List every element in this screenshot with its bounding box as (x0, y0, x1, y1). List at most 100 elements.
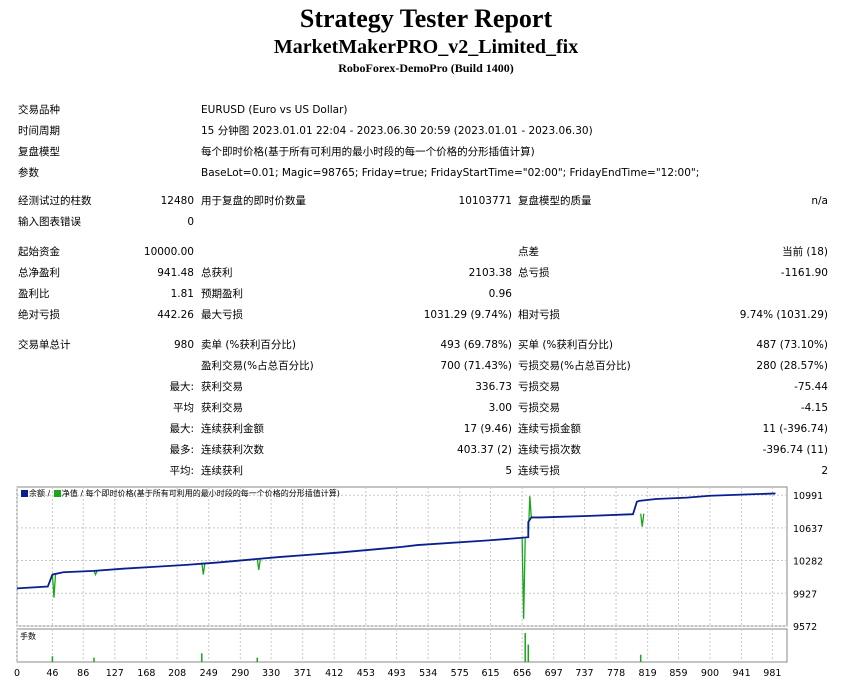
model-value: 每个即时价格(基于所有可利用的最小时段的每一个价格的分形插值计算) (201, 146, 535, 158)
average-prefix: 平均 (173, 402, 194, 414)
max-consec-wins-value: 17 (9.46) (463, 423, 512, 435)
x-tick-label: 534 (419, 668, 437, 679)
absolute-drawdown-label: 绝对亏损 (18, 309, 60, 321)
average-loss-value: -4.15 (800, 402, 828, 414)
largest-prefix: 最大: (169, 381, 194, 393)
avg-consec-losses-label: 连续亏损 (518, 465, 560, 477)
x-tick-label: 0 (14, 668, 20, 679)
legend-sep-2: / (80, 489, 84, 498)
balance-equity-chart: 10991 10637 10282 9927 9572 0 46 86 127 168 208 249… (0, 484, 852, 682)
loss-trades-value: 280 (28.57%) (756, 360, 828, 372)
maximal-prefix: 最多: (169, 444, 194, 456)
deposit-value: 10000.00 (143, 246, 194, 258)
balance-line (16, 492, 776, 590)
x-tick-label: 208 (168, 668, 186, 679)
avg-consec-prefix: 平均: (169, 465, 194, 477)
legend-sep-1: / (47, 489, 51, 498)
avg-consec-wins-label: 连续获利 (201, 465, 243, 477)
errors-label: 输入图表错误 (18, 216, 81, 228)
x-tick-label: 412 (325, 668, 343, 679)
relative-drawdown-label: 相对亏损 (518, 309, 560, 321)
x-tick-label: 46 (46, 668, 58, 679)
balance-swatch (21, 490, 28, 497)
x-tick-label: 86 (77, 668, 89, 679)
x-tick-label: 900 (701, 668, 719, 679)
max-consec-wins-label: 连续获利金额 (201, 423, 264, 435)
y-tick-label: 10637 (793, 524, 823, 535)
ticks-value: 10103771 (458, 195, 512, 207)
maximal-profit-label: 连续获利次数 (201, 444, 264, 456)
gross-loss-label: 总亏损 (518, 267, 550, 279)
legend-balance: 余额 (29, 489, 45, 498)
chart-svg: 10991 10637 10282 9927 9572 0 46 86 127 168 208 249… (14, 486, 823, 679)
x-tick-label: 656 (513, 668, 531, 679)
y-tick-label: 10282 (793, 557, 823, 568)
total-trades-label: 交易单总计 (18, 339, 71, 351)
maximal-drawdown-value: 1031.29 (9.74%) (423, 309, 512, 321)
equity-swatch (53, 490, 61, 497)
legend-model: 每个即时价格(基于所有可利用的最小时段的每一个价格的分形插值计算) (85, 489, 340, 498)
period-value: 15 分钟图 2023.01.01 22:04 - 2023.06.30 20:… (201, 125, 593, 137)
max-consec-losses-value: 11 (-396.74) (762, 423, 828, 435)
max-consec-prefix: 最大: (169, 423, 194, 435)
expected-payoff-label: 预期盈利 (201, 288, 243, 300)
period-label: 时间周期 (18, 125, 60, 137)
largest-loss-label: 亏损交易 (518, 381, 560, 393)
x-tick-label: 941 (732, 668, 750, 679)
deposit-label: 起始资金 (18, 246, 60, 258)
avg-consec-losses-value: 2 (821, 465, 828, 477)
x-tick-label: 493 (388, 668, 406, 679)
long-trades-label: 买单 (%获利百分比) (518, 339, 614, 351)
net-profit-value: 941.48 (157, 267, 194, 279)
x-tick-label: 249 (200, 668, 218, 679)
x-tick-label: 575 (451, 668, 469, 679)
server-build: RoboForex-DemoPro (Build 1400) (338, 61, 514, 75)
gross-loss-value: -1161.90 (780, 267, 828, 279)
x-tick-label: 615 (481, 668, 499, 679)
long-trades-value: 487 (73.10%) (756, 339, 828, 351)
equity-spike (521, 538, 526, 619)
x-tick-label: 330 (262, 668, 280, 679)
maximal-loss-label: 连续亏损次数 (518, 444, 581, 456)
symbol-value: EURUSD (Euro vs US Dollar) (201, 104, 348, 116)
total-trades-value: 980 (173, 339, 194, 351)
x-tick-label: 127 (106, 668, 124, 679)
avg-consec-wins-value: 5 (505, 465, 512, 477)
profit-trades-value: 700 (71.43%) (440, 360, 512, 372)
profit-factor-value: 1.81 (170, 288, 194, 300)
errors-value: 0 (187, 216, 194, 228)
loss-trades-label: 亏损交易(%占总百分比) (518, 360, 631, 372)
maximal-loss-value: -396.74 (11) (762, 444, 828, 456)
x-tick-label: 981 (763, 668, 781, 679)
profit-factor-label: 盈利比 (18, 288, 50, 300)
relative-drawdown-value: 9.74% (1031.29) (739, 309, 828, 321)
average-loss-label: 亏损交易 (518, 402, 560, 414)
model-label: 复盘模型 (18, 146, 60, 158)
x-tick-label: 859 (669, 668, 687, 679)
spread-value: 当前 (18) (782, 246, 828, 258)
largest-profit-label: 获利交易 (201, 381, 243, 393)
average-profit-label: 获利交易 (201, 402, 243, 414)
equity-spike (201, 562, 206, 575)
absolute-drawdown-value: 442.26 (157, 309, 194, 321)
x-tick-label: 697 (545, 668, 563, 679)
params-value: BaseLot=0.01; Magic=98765; Friday=true; … (201, 167, 700, 179)
net-profit-label: 总净盈利 (18, 267, 60, 279)
short-trades-label: 卖单 (%获利百分比) (201, 339, 297, 351)
symbol-label: 交易品种 (18, 104, 60, 116)
x-tick-label: 737 (575, 668, 593, 679)
ticks-label: 用于复盘的即时价数量 (201, 195, 306, 207)
expected-payoff-value: 0.96 (488, 288, 512, 300)
maximal-profit-value: 403.37 (2) (457, 444, 512, 456)
equity-spike (51, 574, 57, 598)
report-title: Strategy Tester Report (299, 4, 553, 33)
short-trades-value: 493 (69.78%) (440, 339, 512, 351)
largest-profit-value: 336.73 (475, 381, 512, 393)
bars-tested-label: 经测试过的柱数 (18, 195, 92, 207)
x-tick-label: 819 (639, 668, 657, 679)
x-tick-label: 453 (357, 668, 375, 679)
y-tick-label: 9572 (793, 622, 817, 633)
gross-profit-value: 2103.38 (468, 267, 512, 279)
profit-trades-label: 盈利交易(%占总百分比) (201, 360, 314, 372)
x-tick-label: 778 (607, 668, 625, 679)
